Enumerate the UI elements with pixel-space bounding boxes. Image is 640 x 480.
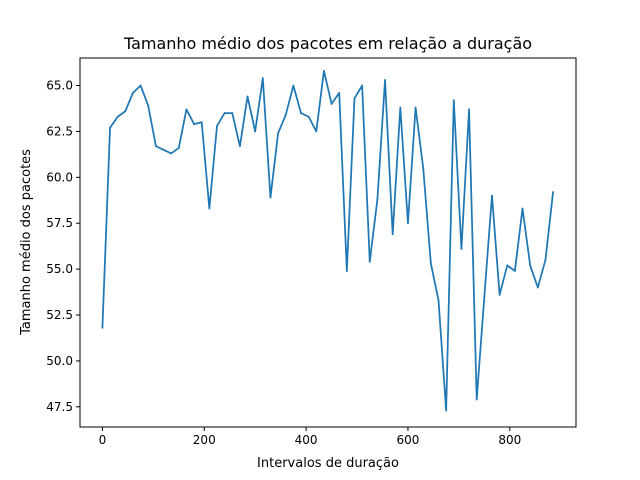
data-point — [361, 84, 364, 87]
x-tick-label: 200 — [193, 433, 216, 447]
data-point — [139, 84, 142, 87]
data-point — [460, 248, 463, 250]
data-point — [544, 259, 547, 261]
plot-area — [80, 58, 576, 427]
data-point — [216, 125, 218, 127]
data-point — [491, 194, 493, 197]
data-point — [429, 262, 432, 265]
data-point — [162, 148, 165, 151]
data-point — [338, 91, 341, 94]
data-point — [353, 97, 356, 100]
y-tick-label: 62.5 — [46, 124, 73, 138]
data-point — [498, 293, 501, 296]
data-point — [452, 99, 455, 102]
data-point — [254, 130, 257, 133]
data-point — [391, 233, 394, 236]
plot-layer — [101, 69, 554, 412]
data-point — [277, 132, 279, 135]
data-point — [521, 207, 524, 210]
data-point — [261, 77, 264, 80]
data-point — [376, 198, 379, 201]
data-point — [231, 112, 234, 114]
data-point — [315, 130, 318, 133]
data-point — [116, 115, 119, 118]
x-tick-label: 400 — [295, 433, 318, 447]
data-point — [239, 145, 241, 148]
data-point — [109, 126, 111, 129]
y-tick-label: 55.0 — [46, 262, 73, 276]
data-point — [132, 91, 134, 94]
series-line — [101, 69, 554, 412]
data-point — [246, 95, 249, 98]
data-point — [506, 264, 509, 267]
x-tick-label: 800 — [498, 433, 521, 447]
data-point — [193, 123, 195, 125]
data-point — [384, 79, 386, 81]
x-axis-label: Intervalos de duração — [257, 456, 399, 471]
data-point — [536, 286, 539, 289]
x-tick-label: 600 — [396, 433, 419, 447]
data-point — [437, 299, 440, 302]
y-tick-label: 50.0 — [46, 354, 73, 368]
x-tick-label: 0 — [99, 433, 107, 447]
data-point — [368, 260, 371, 263]
data-point — [323, 69, 325, 72]
data-point — [513, 270, 516, 272]
y-tick-label: 60.0 — [46, 170, 73, 184]
y-axis-label: Tamanho médio dos pacotes — [19, 149, 34, 336]
data-point — [475, 398, 478, 401]
data-point — [170, 152, 173, 155]
y-tick-label: 52.5 — [46, 308, 73, 322]
data-point — [185, 108, 188, 111]
data-point — [154, 145, 157, 148]
data-point — [345, 270, 348, 272]
data-point — [483, 295, 486, 298]
data-point — [124, 110, 127, 113]
data-point — [414, 106, 417, 109]
data-point — [300, 112, 302, 114]
data-point — [200, 121, 203, 124]
chart-title: Tamanho médio dos pacotes em relação a d… — [123, 34, 532, 53]
data-point — [407, 222, 409, 225]
data-point — [101, 326, 104, 329]
data-point — [399, 106, 402, 109]
tick-layer: 0 200 400 600 800 47.5 50.0 52.5 55.0 57.5 60.0 62.… — [46, 79, 521, 447]
data-point — [468, 108, 470, 111]
data-point — [330, 102, 333, 105]
data-point — [529, 264, 532, 267]
data-point — [269, 196, 272, 199]
data-point — [292, 84, 295, 87]
data-point — [223, 112, 226, 114]
plot-frame — [79, 57, 577, 428]
data-point — [177, 147, 180, 149]
y-tick-label: 57.5 — [46, 216, 73, 230]
data-point — [552, 191, 554, 193]
data-point — [422, 167, 425, 170]
data-point — [147, 104, 150, 107]
data-point — [307, 115, 310, 118]
y-tick-label: 65.0 — [46, 79, 73, 93]
data-point — [445, 409, 448, 412]
y-tick-label: 47.5 — [46, 400, 73, 414]
data-point — [284, 114, 287, 116]
data-point — [208, 207, 211, 210]
